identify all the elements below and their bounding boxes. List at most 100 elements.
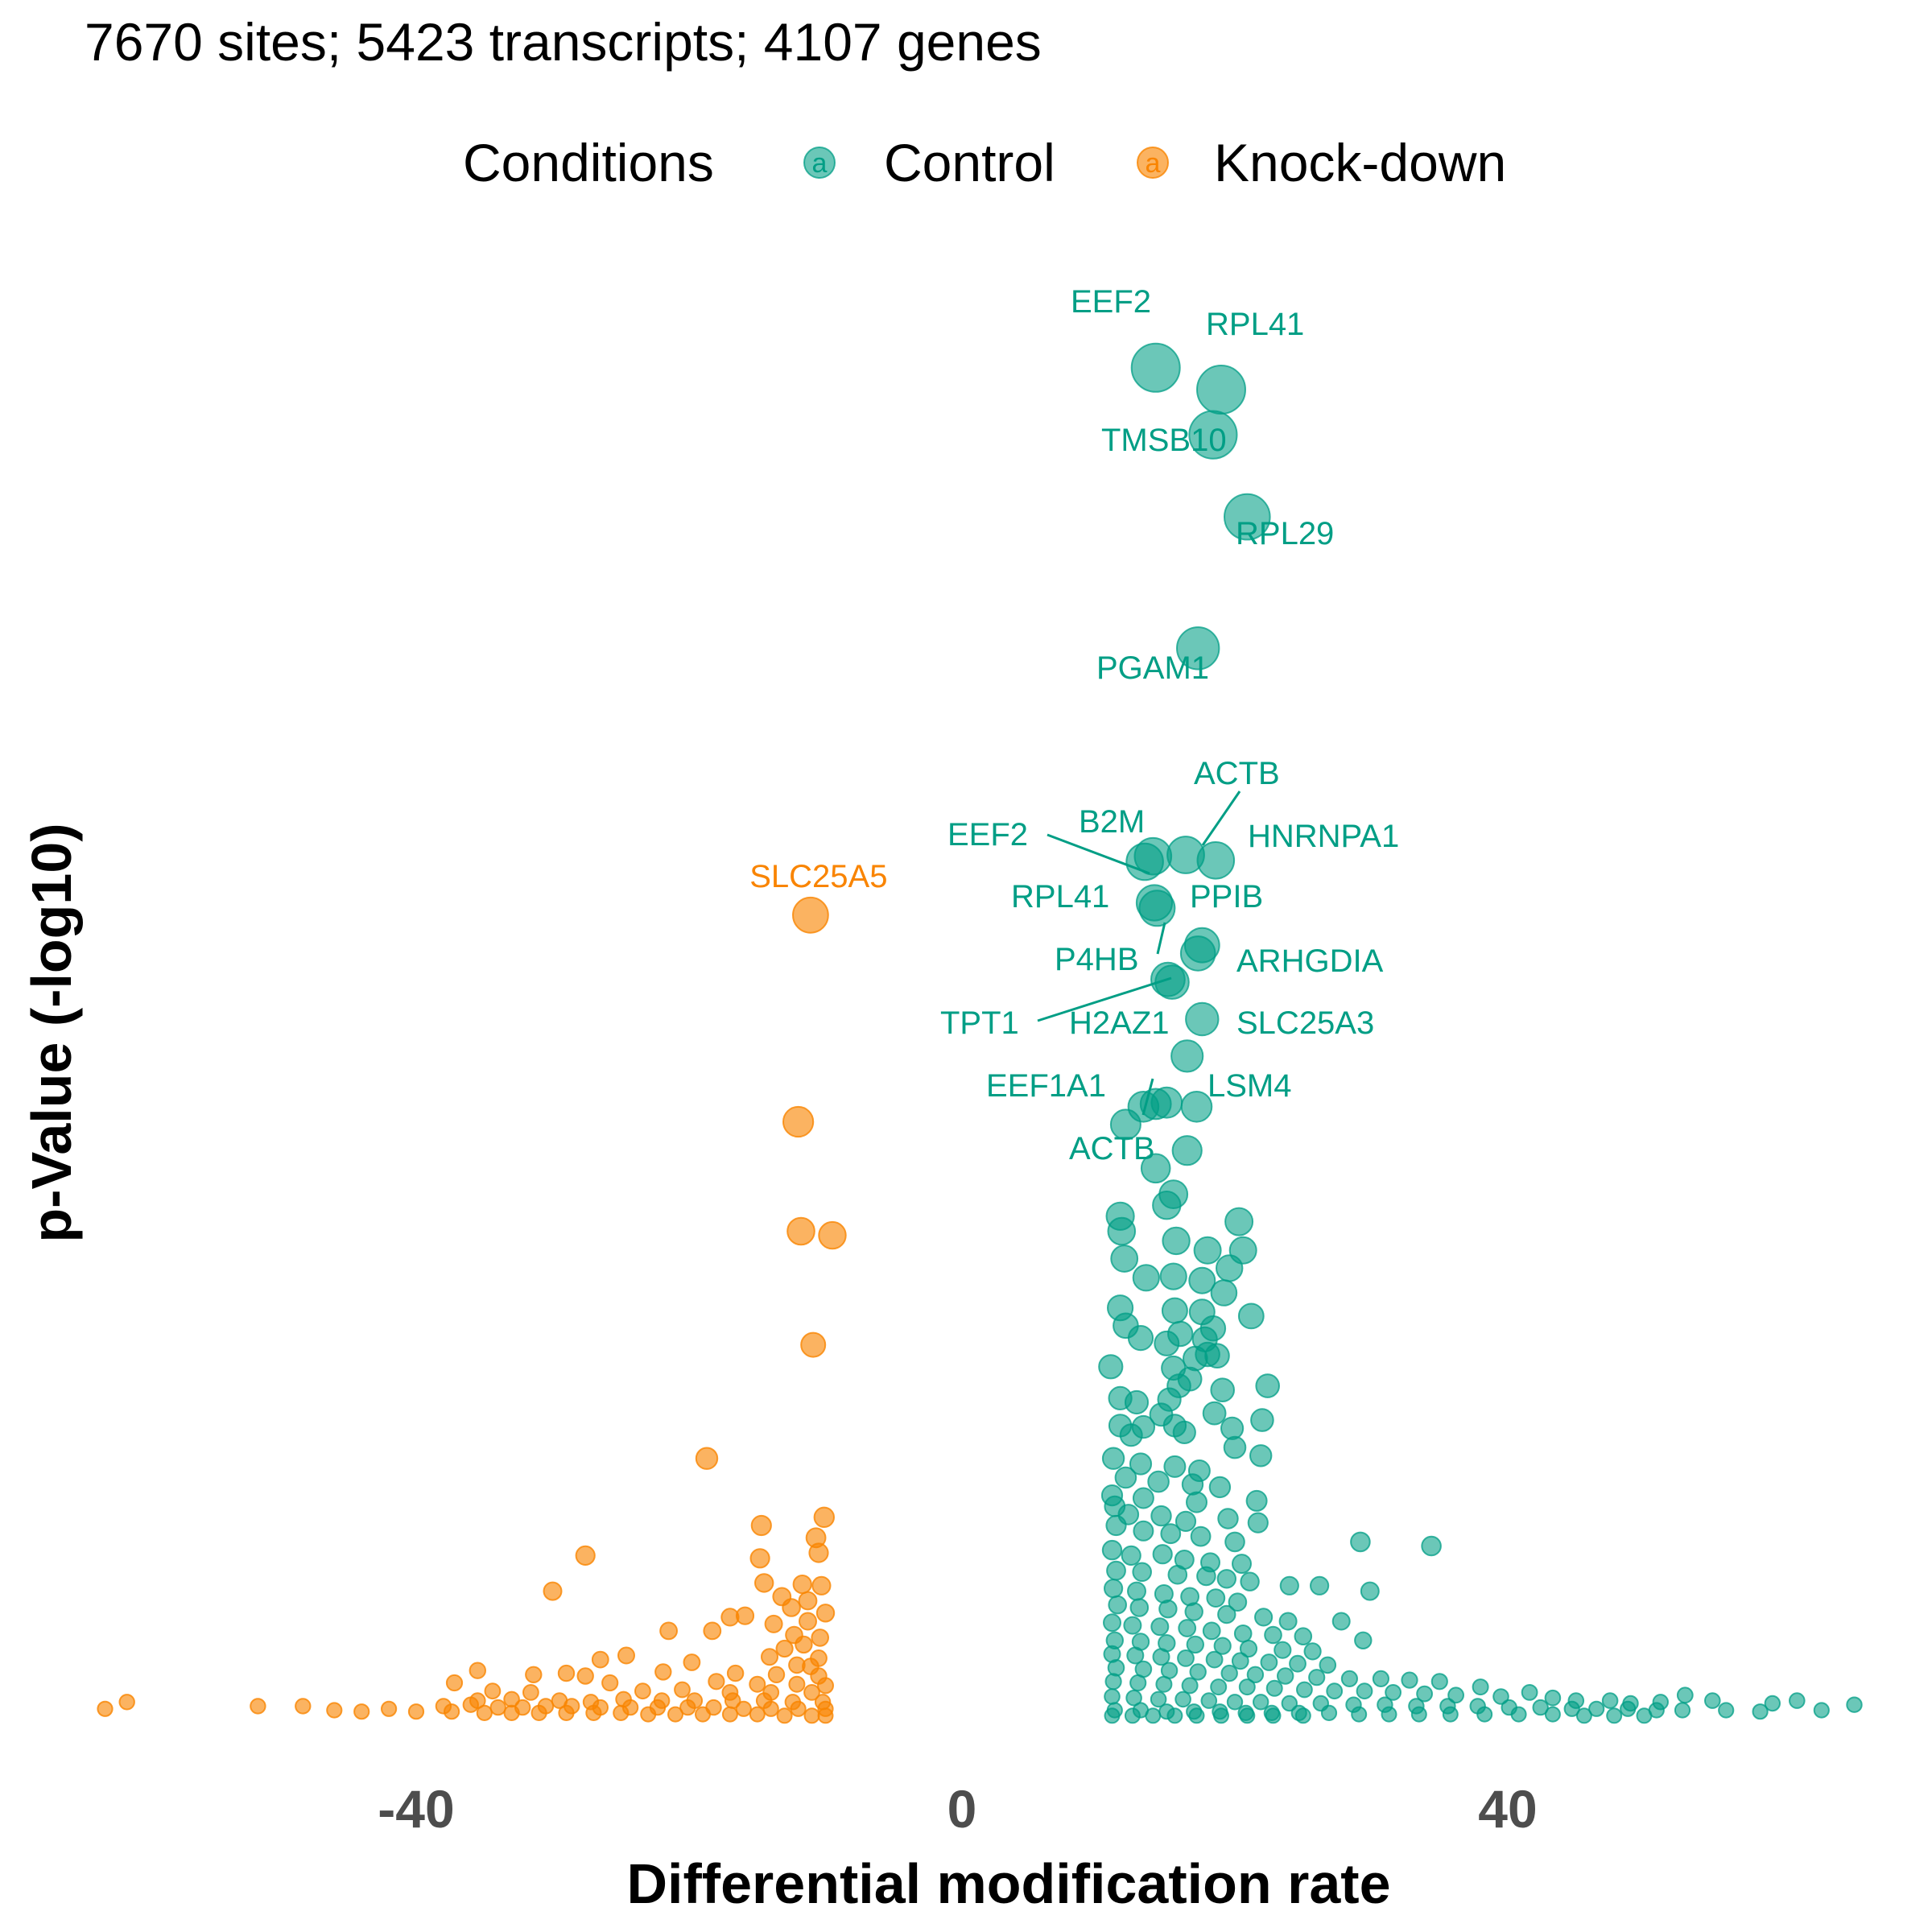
point-control <box>1303 1642 1322 1661</box>
point-label: PPIB <box>1190 879 1263 914</box>
point-knock-down <box>525 1666 543 1684</box>
point-control <box>1160 1523 1182 1545</box>
point-knock-down <box>381 1700 398 1717</box>
point-control <box>1237 1302 1265 1330</box>
point-control <box>1360 1581 1380 1601</box>
point-knock-down <box>118 1694 135 1711</box>
point-control <box>1152 1191 1182 1220</box>
point-control <box>1196 1566 1216 1587</box>
point-control <box>1150 1690 1167 1708</box>
point-control <box>1121 1545 1141 1567</box>
point-knock-down <box>617 1646 635 1665</box>
point-knock-down <box>790 1700 807 1717</box>
point-control <box>1210 1279 1238 1307</box>
point-label: SLC25A5 <box>749 859 887 894</box>
point-label: P4HB <box>1055 942 1139 977</box>
point-control <box>1310 1575 1330 1596</box>
point-knock-down <box>613 1704 630 1721</box>
point-knock-down <box>749 1706 766 1723</box>
point-label: LSM4 <box>1208 1068 1292 1104</box>
point-knock-down <box>817 1677 834 1695</box>
point-control <box>1210 1678 1228 1696</box>
point-control <box>1114 1466 1137 1489</box>
point-control <box>1154 1330 1180 1356</box>
point-control <box>1674 1702 1691 1719</box>
point-control <box>1764 1695 1781 1712</box>
point-knock-down <box>654 1663 672 1681</box>
point-knock-down <box>462 1696 479 1713</box>
point-control <box>1260 1653 1278 1671</box>
point-control <box>1110 1245 1139 1273</box>
point-control <box>1340 1670 1359 1687</box>
point-label: TPT1 <box>940 1005 1019 1041</box>
point-knock-down-labeled <box>792 896 829 934</box>
point-knock-down <box>445 1674 464 1692</box>
point-control <box>1279 1575 1299 1596</box>
point-control <box>1145 1707 1162 1724</box>
x-tick-label: 40 <box>1478 1779 1537 1839</box>
point-knock-down <box>703 1621 722 1641</box>
point-control <box>1620 1700 1637 1717</box>
point-control <box>1132 1487 1154 1509</box>
point-control <box>1217 1508 1239 1530</box>
point-knock-down <box>749 1548 770 1569</box>
label-leader-line <box>1141 1078 1154 1116</box>
point-control <box>1166 1707 1183 1724</box>
point-control <box>1104 1673 1122 1690</box>
point-control <box>1124 1707 1141 1724</box>
point-control <box>1188 1266 1216 1294</box>
point-control <box>1129 1598 1150 1617</box>
point-label: ACTB <box>1069 1131 1155 1166</box>
point-control <box>1103 1613 1121 1633</box>
point-knock-down <box>811 1629 830 1647</box>
point-control <box>1129 1452 1153 1476</box>
legend-label-control: Control <box>884 133 1055 192</box>
point-control <box>1183 1345 1208 1372</box>
point-label: SLC25A3 <box>1236 1005 1374 1041</box>
point-knock-down <box>750 1514 772 1537</box>
point-control <box>1162 1226 1191 1256</box>
point-knock-down <box>761 1648 778 1666</box>
point-knock-down <box>695 1706 711 1723</box>
point-knock-down <box>667 1706 683 1723</box>
point-control <box>1178 1619 1197 1637</box>
point-knock-down <box>721 1706 738 1723</box>
point-control <box>1152 1544 1173 1565</box>
point-control <box>1188 1707 1205 1724</box>
point-control <box>1752 1703 1769 1720</box>
point-knock-down <box>695 1447 719 1470</box>
point-knock-down <box>817 1707 834 1724</box>
point-control <box>1563 1700 1580 1717</box>
point-label: EEF2 <box>947 817 1028 852</box>
point-control <box>1331 1612 1351 1631</box>
point-control <box>1265 1679 1283 1697</box>
point-control <box>1521 1684 1538 1701</box>
point-control <box>1216 1569 1237 1589</box>
point-control <box>1289 1654 1307 1673</box>
point-knock-down <box>503 1704 520 1721</box>
points-layer <box>97 342 1863 1724</box>
point-control <box>1249 1444 1273 1468</box>
point-control-labeled <box>1125 842 1164 881</box>
point-knock-down <box>762 1700 779 1717</box>
point-control <box>1104 1688 1121 1705</box>
point-control <box>1210 1377 1235 1402</box>
point-control <box>1213 1637 1232 1655</box>
point-control-labeled <box>1180 1091 1213 1123</box>
point-knock-down <box>786 1216 815 1246</box>
point-knock-down <box>803 1684 820 1701</box>
point-knock-down <box>754 1573 774 1593</box>
point-control <box>1132 1562 1152 1583</box>
legend-swatch-control <box>803 147 836 179</box>
point-control <box>1447 1686 1464 1704</box>
point-knock-down <box>530 1704 547 1721</box>
point-control <box>1510 1706 1527 1723</box>
point-knock-down <box>407 1703 425 1720</box>
label-leader-line <box>1201 791 1241 846</box>
point-knock-down <box>803 1707 820 1724</box>
point-control <box>1354 1631 1373 1650</box>
point-control <box>1813 1702 1830 1719</box>
point-control <box>1676 1686 1694 1704</box>
point-control <box>1159 1262 1187 1290</box>
